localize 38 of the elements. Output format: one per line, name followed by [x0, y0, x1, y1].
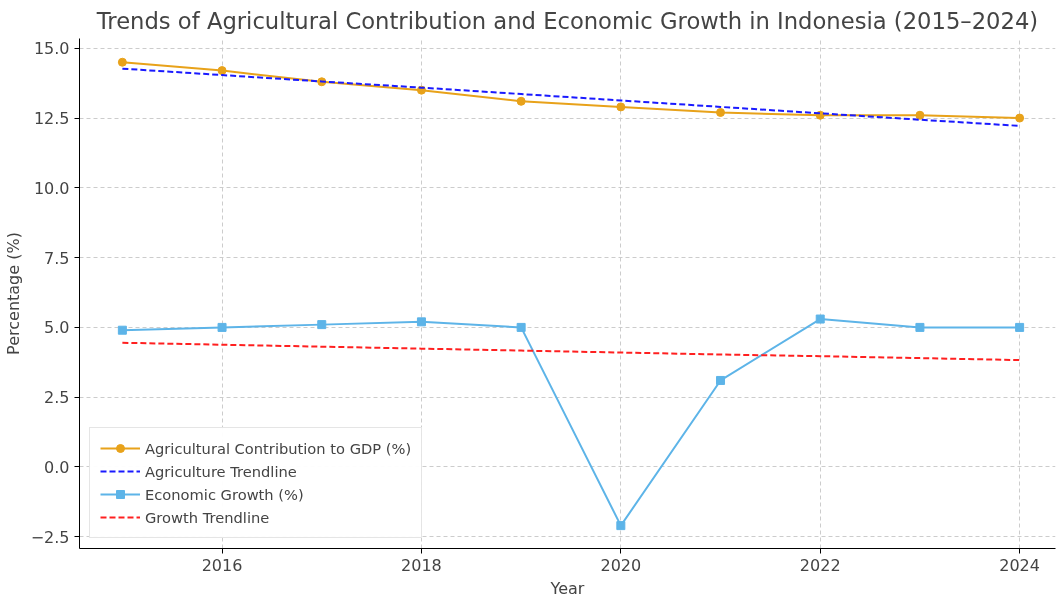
y-axis-title: Percentage (%) [3, 232, 23, 355]
point [516, 322, 526, 332]
y-tick-label: −2.5 [30, 527, 70, 547]
point [217, 322, 227, 332]
y-tick-label: 15.0 [33, 39, 70, 59]
legend-label: Growth Trendline [145, 508, 270, 526]
y-tick-label: 10.0 [33, 178, 70, 198]
y-tick-label: 0.0 [44, 457, 70, 477]
point [716, 375, 726, 385]
point [815, 314, 825, 324]
legend-label: Agricultural Contribution to GDP (%) [145, 439, 412, 457]
point [416, 317, 426, 327]
y-tick-label: 2.5 [44, 388, 70, 408]
x-tick-label: 2020 [600, 555, 642, 575]
x-tick-label: 2022 [799, 555, 841, 575]
point [117, 57, 127, 67]
legend-label: Economic Growth (%) [145, 485, 304, 503]
point [915, 110, 925, 120]
point [915, 322, 925, 332]
x-tick-label: 2016 [201, 555, 243, 575]
y-tick-label: 5.0 [44, 318, 70, 338]
x-tick-label: 2018 [401, 555, 442, 575]
y-tick-label: 7.5 [44, 248, 70, 268]
point [317, 320, 327, 330]
point [716, 107, 726, 117]
y-tick-label: 12.5 [33, 109, 70, 129]
point [1015, 113, 1025, 123]
x-tick-label: 2024 [999, 555, 1040, 575]
line-series [121, 341, 1021, 362]
point [1015, 322, 1025, 332]
legend-label: Agriculture Trendline [145, 462, 297, 480]
point [616, 102, 626, 112]
point [616, 521, 626, 531]
point [217, 66, 227, 76]
x-axis-title: Year [549, 578, 585, 598]
point [117, 325, 127, 335]
point [516, 96, 526, 106]
chart-title: Trends of Agricultural Contribution and Economic Growth in Indonesia (2015–2024) [95, 7, 1039, 34]
